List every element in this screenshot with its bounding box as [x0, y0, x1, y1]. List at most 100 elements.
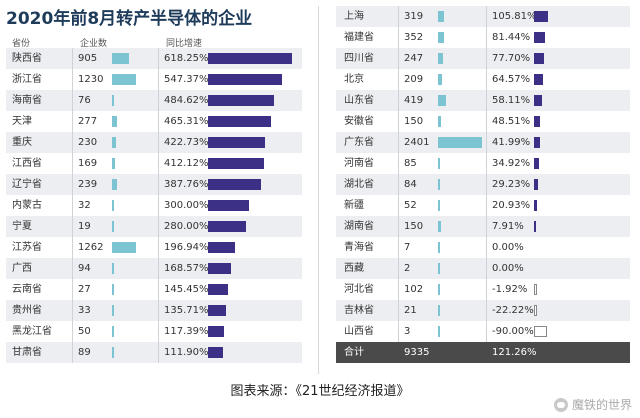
growth-bar	[534, 137, 540, 148]
count-bar	[438, 305, 440, 316]
table-row: 山西省 3 -90.00%	[336, 321, 630, 342]
count-cell: 50	[78, 326, 91, 337]
table-row: 江苏省 1262 196.94%	[6, 237, 302, 258]
growth-bar	[534, 11, 548, 22]
count-cell: 7	[404, 242, 411, 253]
table-row: 福建省 352 81.44%	[336, 27, 630, 48]
column-divider	[486, 279, 487, 300]
province-cell: 青海省	[344, 242, 374, 253]
table-row: 浙江省 1230 547.37%	[6, 69, 302, 90]
growth-bar	[208, 221, 247, 232]
growth-cell: 484.62%	[164, 95, 209, 106]
column-divider	[72, 174, 73, 195]
province-cell: 黑龙江省	[12, 326, 52, 337]
province-cell: 吉林省	[344, 305, 374, 316]
table-row: 宁夏 19 280.00%	[6, 216, 302, 237]
province-cell: 海南省	[12, 95, 42, 106]
column-divider	[398, 69, 399, 90]
count-cell: 352	[404, 32, 424, 43]
count-cell: 84	[404, 179, 417, 190]
growth-cell: 280.00%	[164, 221, 209, 232]
table-row: 海南省 76 484.62%	[6, 90, 302, 111]
column-divider	[158, 153, 159, 174]
column-divider	[486, 216, 487, 237]
column-divider	[398, 321, 399, 342]
table-row: 四川省 247 77.70%	[336, 48, 630, 69]
count-bar	[438, 221, 441, 232]
count-bar	[112, 263, 114, 274]
growth-bar	[208, 242, 235, 253]
count-cell: 21	[404, 305, 417, 316]
table-row: 湖北省 84 29.23%	[336, 174, 630, 195]
growth-cell: 168.57%	[164, 263, 209, 274]
growth-cell: 41.99%	[492, 137, 531, 148]
growth-cell: 618.25%	[164, 53, 209, 64]
growth-bar	[534, 179, 538, 190]
header-province: 省份	[12, 39, 31, 49]
growth-cell: 111.90%	[164, 347, 209, 358]
growth-cell: 105.81%	[492, 11, 537, 22]
table-row: 天津 277 465.31%	[6, 111, 302, 132]
growth-cell: 77.70%	[492, 53, 531, 64]
column-divider	[398, 27, 399, 48]
column-divider	[72, 216, 73, 237]
count-bar	[112, 284, 114, 295]
table-row: 山东省 419 58.11%	[336, 90, 630, 111]
column-divider	[486, 132, 487, 153]
column-divider	[158, 195, 159, 216]
column-divider	[158, 111, 159, 132]
growth-bar	[534, 158, 539, 169]
growth-bar	[208, 200, 249, 211]
province-cell: 宁夏	[12, 221, 32, 232]
growth-cell: -22.22%	[492, 305, 534, 316]
table-row: 青海省 7 0.00%	[336, 237, 630, 258]
province-cell: 安徽省	[344, 116, 374, 127]
column-divider	[398, 90, 399, 111]
chart-title: 2020年前8月转产半导体的企业	[6, 9, 253, 29]
count-bar	[438, 53, 443, 64]
column-divider	[72, 237, 73, 258]
province-cell: 福建省	[344, 32, 374, 43]
column-divider	[158, 132, 159, 153]
count-cell: 3	[404, 326, 411, 337]
column-divider	[486, 237, 487, 258]
growth-cell: 196.94%	[164, 242, 209, 253]
growth-bar	[534, 116, 541, 127]
column-divider	[398, 300, 399, 321]
province-cell: 贵州省	[12, 305, 42, 316]
province-cell: 北京	[344, 74, 364, 85]
column-divider	[158, 90, 159, 111]
province-cell: 陕西省	[12, 53, 42, 64]
count-bar	[438, 158, 440, 169]
count-bar	[438, 242, 440, 253]
column-divider	[158, 321, 159, 342]
province-cell: 广东省	[344, 137, 374, 148]
province-cell: 山东省	[344, 95, 374, 106]
table-row: 吉林省 21 -22.22%	[336, 300, 630, 321]
column-divider	[398, 111, 399, 132]
growth-cell: 7.91%	[492, 221, 524, 232]
column-divider	[398, 279, 399, 300]
header-count: 企业数	[80, 39, 108, 49]
growth-bar	[208, 305, 227, 316]
count-bar	[438, 137, 482, 148]
count-bar	[112, 53, 130, 64]
count-cell: 319	[404, 11, 424, 22]
column-divider	[398, 132, 399, 153]
province-cell: 湖北省	[344, 179, 374, 190]
count-bar	[438, 179, 440, 190]
growth-bar	[534, 32, 545, 43]
panel-divider	[318, 6, 319, 374]
province-cell: 江西省	[12, 158, 42, 169]
growth-bar	[534, 53, 545, 64]
count-bar	[438, 200, 440, 211]
growth-cell: 20.93%	[492, 200, 531, 211]
column-divider	[486, 69, 487, 90]
column-divider	[158, 48, 159, 69]
count-cell: 209	[404, 74, 424, 85]
table-row: 江西省 169 412.12%	[6, 153, 302, 174]
growth-bar	[208, 53, 292, 64]
growth-cell: -1.92%	[492, 284, 528, 295]
province-cell: 甘肃省	[12, 347, 42, 358]
growth-bar	[208, 284, 228, 295]
